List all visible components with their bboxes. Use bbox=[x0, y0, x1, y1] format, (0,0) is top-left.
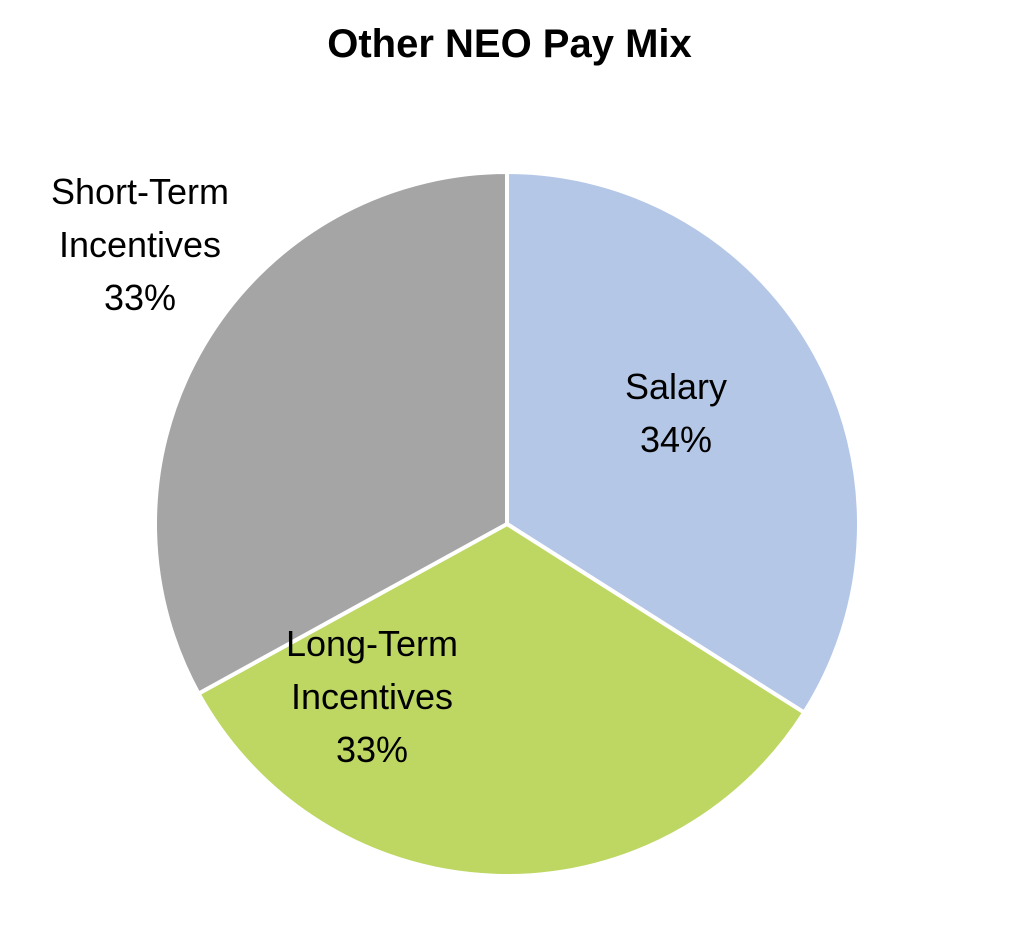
pie-slice bbox=[505, 170, 861, 715]
category-label: Short-Term Incentives bbox=[50, 171, 230, 265]
category-label: Salary bbox=[624, 366, 728, 407]
value-label: 34% bbox=[639, 419, 713, 460]
pie-slice bbox=[153, 170, 509, 696]
category-label: Long-Term Incentives bbox=[285, 623, 459, 717]
data-label: Long-Term Incentives 33% bbox=[252, 617, 492, 776]
chart-title: Other NEO Pay Mix bbox=[327, 22, 692, 66]
value-label: 33% bbox=[103, 277, 177, 318]
data-label: Salary 34% bbox=[546, 360, 806, 466]
data-label: Short-Term Incentives 33% bbox=[10, 165, 270, 324]
value-label: 33% bbox=[335, 729, 409, 770]
